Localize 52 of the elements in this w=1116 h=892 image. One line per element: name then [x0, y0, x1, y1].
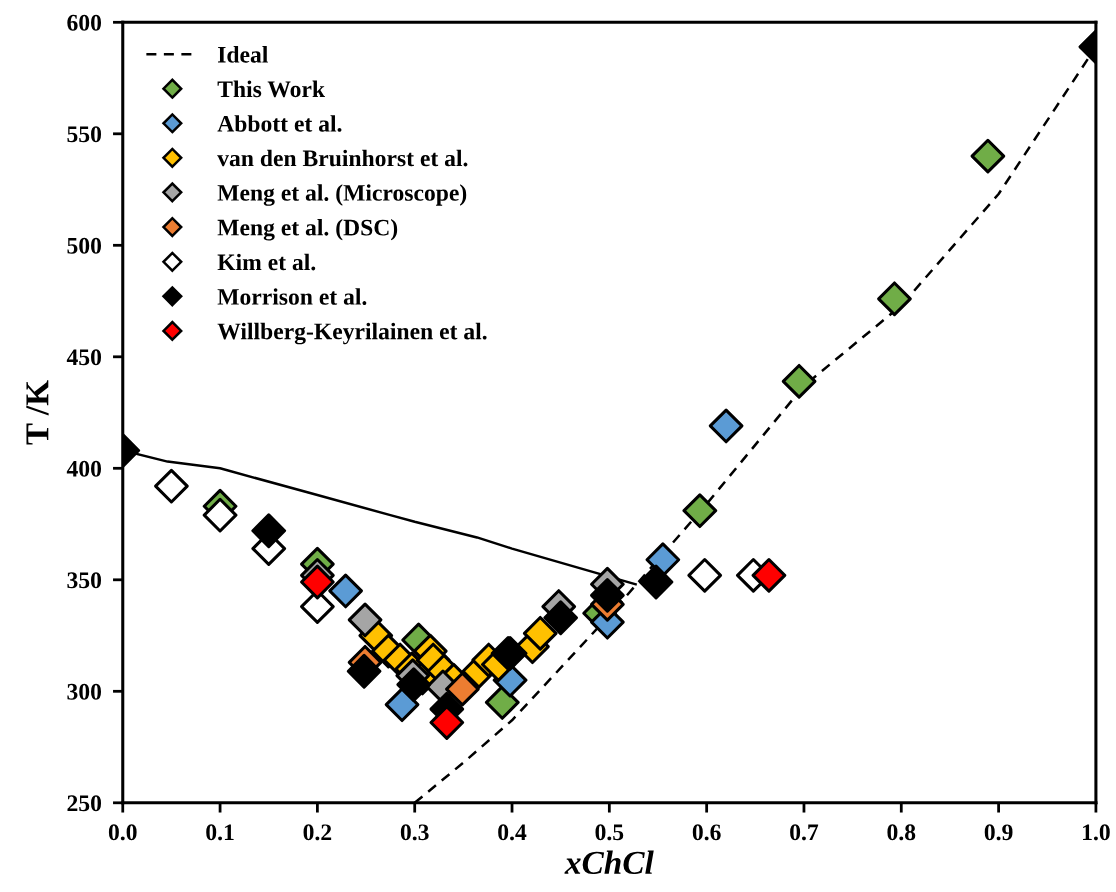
point	[687, 557, 723, 593]
point	[396, 667, 432, 702]
legend-label: Ideal	[218, 46, 268, 63]
legend-label: Willberg-Keyrilainen et al.	[217, 322, 487, 345]
point	[346, 653, 382, 689]
x-tick-label: 0.4	[498, 824, 527, 841]
legend-label: Morrison et al.	[217, 288, 367, 305]
y-tick-label: 350	[67, 572, 102, 589]
y-tick-label: 450	[66, 349, 102, 366]
point	[522, 615, 558, 651]
x-tick-label: 0.3	[400, 824, 429, 841]
point	[682, 493, 718, 529]
point	[708, 408, 744, 444]
point	[300, 564, 335, 600]
point	[154, 468, 189, 504]
legend-label: Meng et al. (Microscope)	[217, 184, 467, 206]
point	[751, 557, 787, 593]
y-axis-title: T /K	[26, 380, 49, 445]
legend-label: Meng et al. (DSC)	[217, 218, 398, 241]
y-tick-label: 500	[67, 237, 102, 254]
legend-label: Abbott et al.	[217, 115, 342, 132]
x-tick-label: 0.2	[303, 824, 332, 841]
y-tick-label: 400	[66, 460, 102, 477]
point	[251, 513, 287, 549]
point	[328, 573, 363, 609]
x-tick-label: 0.1	[206, 824, 234, 841]
point	[202, 497, 238, 533]
y-tick-label: 250	[67, 795, 102, 812]
point	[484, 685, 520, 720]
y-tick-label: 600	[67, 14, 102, 31]
x-tick-label: 0.0	[108, 824, 137, 841]
x-tick-label: 0.6	[692, 824, 721, 841]
y-tick-label: 550	[67, 126, 102, 143]
point	[543, 600, 579, 636]
point	[638, 564, 674, 600]
point	[445, 671, 480, 707]
point	[347, 602, 383, 638]
x-tick-label: 0.7	[790, 824, 819, 841]
x-tick-label: 0.5	[595, 824, 624, 841]
point	[970, 138, 1006, 174]
point	[877, 281, 912, 317]
x-axis-title: xChCl	[564, 850, 654, 875]
point	[590, 578, 625, 613]
point	[384, 687, 420, 723]
x-tick-label: 1.0	[1083, 824, 1110, 841]
x-tick-label: 0.8	[887, 824, 916, 841]
legend-label: Kim et al.	[217, 253, 316, 271]
legend-label: van den Bruinhorst et al.	[217, 149, 468, 167]
y-tick-label: 300	[67, 683, 102, 700]
x-tick-label: 0.9	[984, 824, 1013, 841]
legend-label: This Work	[217, 80, 326, 98]
point	[781, 363, 817, 399]
